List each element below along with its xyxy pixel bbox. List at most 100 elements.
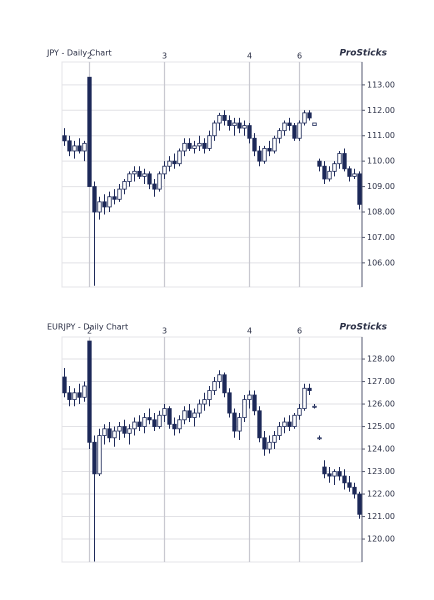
candle-body bbox=[232, 122, 237, 126]
y-tick-label: 125.00 bbox=[367, 422, 395, 431]
candle-body bbox=[187, 142, 192, 149]
candle-body bbox=[152, 419, 157, 427]
candle-body bbox=[292, 125, 297, 139]
candle-body bbox=[147, 417, 152, 421]
candle-body bbox=[137, 170, 142, 177]
candle-body bbox=[207, 135, 212, 149]
candle-body bbox=[157, 173, 162, 190]
x-tick-label: 6 bbox=[297, 52, 302, 61]
y-tick-label: 122.00 bbox=[367, 490, 395, 499]
candle-body bbox=[122, 181, 127, 190]
candle-body bbox=[87, 340, 92, 443]
candle-body bbox=[262, 437, 267, 450]
y-tick-label: 120.00 bbox=[367, 535, 395, 544]
candle-body bbox=[82, 385, 87, 398]
candle-body bbox=[292, 414, 297, 427]
candle-body bbox=[242, 125, 247, 129]
candle-body bbox=[172, 160, 177, 165]
candle-body bbox=[272, 435, 277, 443]
candle-body bbox=[312, 122, 317, 126]
candle-body bbox=[257, 150, 262, 162]
candle-body bbox=[147, 173, 152, 185]
candle-body bbox=[167, 408, 172, 425]
x-tick-label: 4 bbox=[247, 52, 252, 61]
candle-body bbox=[142, 417, 147, 427]
candle-body bbox=[277, 426, 282, 436]
x-tick-label: 2 bbox=[87, 52, 92, 61]
candle-body bbox=[352, 173, 357, 177]
y-tick-label: 113.00 bbox=[367, 80, 395, 89]
candle-body bbox=[357, 493, 362, 515]
y-tick-label: 127.00 bbox=[367, 377, 395, 386]
candle-body bbox=[192, 145, 197, 149]
candle-body bbox=[87, 76, 92, 187]
candle-body bbox=[342, 475, 347, 484]
candle-body bbox=[297, 122, 302, 139]
candle-body bbox=[327, 473, 332, 477]
y-tick-label: 124.00 bbox=[367, 445, 395, 454]
candle-body bbox=[217, 374, 222, 382]
candle-body bbox=[282, 421, 287, 427]
candle-body bbox=[337, 471, 342, 477]
candle-body bbox=[227, 120, 232, 126]
candle-body bbox=[217, 114, 222, 124]
candle-body bbox=[82, 142, 87, 152]
candle-body bbox=[107, 428, 112, 439]
candle-body bbox=[257, 410, 262, 439]
candle-body bbox=[112, 196, 117, 200]
candle-body bbox=[237, 122, 242, 129]
x-tick-label: 4 bbox=[247, 327, 252, 336]
y-tick-label: 128.00 bbox=[367, 355, 395, 364]
candle-body bbox=[277, 130, 282, 139]
candle-body bbox=[197, 403, 202, 414]
candle-body bbox=[332, 471, 337, 477]
candle-body bbox=[177, 150, 182, 165]
candle-body bbox=[302, 112, 307, 124]
plot-area bbox=[61, 61, 363, 288]
candle-body bbox=[117, 188, 122, 200]
candle-body bbox=[202, 142, 207, 149]
candle-body bbox=[237, 417, 242, 432]
candle-body bbox=[272, 137, 277, 152]
y-tick-label: 106.00 bbox=[367, 258, 395, 267]
candle-body bbox=[92, 441, 97, 475]
candle-body bbox=[317, 160, 322, 167]
candle-body bbox=[182, 142, 187, 152]
candle-body bbox=[182, 410, 187, 421]
candle-body bbox=[72, 145, 77, 152]
candle-body bbox=[297, 408, 302, 416]
candle-body bbox=[67, 392, 72, 400]
candle-body bbox=[212, 381, 217, 391]
candle-body bbox=[252, 394, 257, 412]
candle-body bbox=[267, 441, 272, 450]
candle-body bbox=[232, 412, 237, 432]
candle-body bbox=[282, 122, 287, 132]
candle-body bbox=[197, 142, 202, 147]
candle-body bbox=[157, 414, 162, 427]
candle-body bbox=[342, 153, 347, 170]
candle-body bbox=[267, 148, 272, 152]
candle-body bbox=[142, 173, 147, 177]
candle-body bbox=[307, 112, 312, 119]
y-tick-label: 126.00 bbox=[367, 400, 395, 409]
candle-body bbox=[152, 183, 157, 190]
candle-body bbox=[62, 376, 67, 394]
y-tick-label: 109.00 bbox=[367, 182, 395, 191]
candle-body bbox=[77, 145, 82, 152]
candle-body bbox=[247, 125, 252, 139]
candle-body bbox=[72, 392, 77, 400]
candle-body bbox=[177, 419, 182, 430]
candle-body bbox=[97, 435, 102, 475]
candle-body bbox=[167, 160, 172, 167]
candle-body bbox=[247, 394, 252, 400]
candle-body bbox=[132, 421, 137, 430]
candle-body bbox=[162, 408, 167, 416]
candle-body bbox=[347, 168, 352, 177]
candle-body bbox=[357, 173, 362, 205]
chart-title: EURJPY - Daily Chart bbox=[47, 323, 128, 332]
candle-body bbox=[287, 421, 292, 427]
candle-body bbox=[112, 430, 117, 439]
candle-body bbox=[352, 486, 357, 495]
candle-body bbox=[102, 428, 107, 436]
candle-body bbox=[317, 437, 322, 440]
